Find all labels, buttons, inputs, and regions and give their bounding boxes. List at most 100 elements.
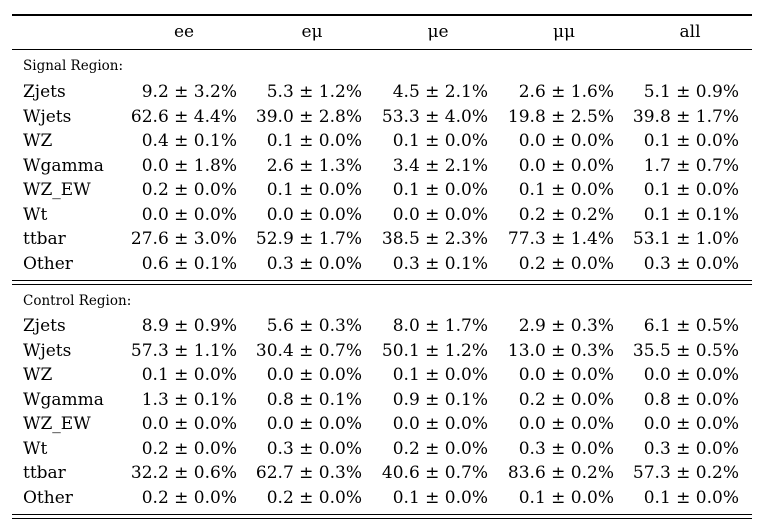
table-cell: 0.1 ± 0.0%: [518, 180, 614, 200]
header-rule: [12, 49, 752, 50]
row-label: WZ_EW: [23, 180, 91, 200]
table-cell: 57.3 ± 0.2%: [632, 463, 739, 483]
table-cell: 50.1 ± 1.2%: [381, 340, 488, 361]
row-label: WZ: [23, 365, 53, 385]
table-cell: 0.1 ± 0.0%: [141, 365, 237, 385]
table-cell: 0.2 ± 0.0%: [266, 487, 362, 508]
table-cell: 57.3 ± 1.1%: [130, 340, 237, 361]
table-cell: 0.3 ± 0.0%: [643, 438, 739, 459]
table-cell: 39.8 ± 1.7%: [632, 106, 739, 127]
table-cell: 5.3 ± 1.2%: [266, 82, 362, 102]
table-cell: 53.1 ± 1.0%: [632, 229, 739, 249]
table-cell: 8.9 ± 0.9%: [141, 316, 237, 336]
table-cell: 0.1 ± 0.0%: [643, 487, 739, 508]
table-cell: 0.1 ± 0.0%: [392, 365, 488, 385]
table-cell: 0.2 ± 0.0%: [392, 438, 488, 459]
row-label: ttbar: [23, 463, 66, 483]
table-cell: 5.6 ± 0.3%: [266, 316, 362, 336]
table-cell: 0.2 ± 0.2%: [518, 204, 614, 225]
row-label: Other: [23, 253, 73, 274]
section-title: Signal Region:: [23, 58, 124, 74]
table-cell: 62.7 ± 0.3%: [255, 463, 362, 483]
table-cell: 8.0 ± 1.7%: [392, 316, 488, 336]
top-rule: [12, 14, 752, 16]
section-title: Control Region:: [23, 293, 132, 309]
row-label: Wt: [23, 438, 48, 459]
table-cell: 83.6 ± 0.2%: [507, 463, 614, 483]
row-label: Zjets: [23, 316, 66, 336]
table-cell: 2.6 ± 1.6%: [518, 82, 614, 102]
table-cell: 0.0 ± 0.0%: [518, 155, 614, 176]
table-cell: 0.1 ± 0.0%: [392, 180, 488, 200]
table-cell: 38.5 ± 2.3%: [381, 229, 488, 249]
table-cell: 53.3 ± 4.0%: [381, 106, 488, 127]
table-cell: 0.2 ± 0.0%: [141, 438, 237, 459]
table-cell: 1.7 ± 0.7%: [643, 155, 739, 176]
table-cell: 27.6 ± 3.0%: [130, 229, 237, 249]
table-cell: 0.1 ± 0.0%: [643, 180, 739, 200]
table-cell: 6.1 ± 0.5%: [643, 316, 739, 336]
table-cell: 5.1 ± 0.9%: [643, 82, 739, 102]
table-cell: 9.2 ± 3.2%: [141, 82, 237, 102]
table-cell: 0.1 ± 0.1%: [643, 204, 739, 225]
table-cell: 0.1 ± 0.0%: [392, 131, 488, 151]
table-cell: 0.2 ± 0.0%: [518, 253, 614, 274]
table-cell: 39.0 ± 2.8%: [255, 106, 362, 127]
table-cell: 0.0 ± 0.0%: [518, 131, 614, 151]
table-cell: 0.8 ± 0.1%: [266, 389, 362, 410]
row-label: Wt: [23, 204, 48, 225]
table-cell: 0.3 ± 0.0%: [518, 438, 614, 459]
table-cell: 52.9 ± 1.7%: [255, 229, 362, 249]
table-cell: 62.6 ± 4.4%: [130, 106, 237, 127]
table-cell: 0.3 ± 0.1%: [392, 253, 488, 274]
row-label: Other: [23, 487, 73, 508]
table-cell: 35.5 ± 0.5%: [632, 340, 739, 361]
table-cell: 0.9 ± 0.1%: [392, 389, 488, 410]
mid-rule-1: [12, 280, 752, 281]
row-label: WZ_EW: [23, 414, 91, 434]
table-cell: 0.0 ± 0.0%: [518, 365, 614, 385]
table-cell: 0.0 ± 0.0%: [266, 204, 362, 225]
table-cell: 0.0 ± 0.0%: [518, 414, 614, 434]
table-cell: 0.2 ± 0.0%: [141, 180, 237, 200]
table-cell: 0.0 ± 0.0%: [392, 204, 488, 225]
row-label: Wgamma: [23, 389, 104, 410]
column-header-2: eμ: [301, 22, 323, 42]
table-cell: 0.1 ± 0.0%: [392, 487, 488, 508]
table-cell: 0.0 ± 0.0%: [643, 365, 739, 385]
bottom-rule-2: [12, 518, 752, 519]
table-cell: 77.3 ± 1.4%: [507, 229, 614, 249]
mid-rule-2: [12, 284, 752, 285]
table-cell: 0.1 ± 0.0%: [518, 487, 614, 508]
column-header-1: ee: [173, 22, 195, 42]
table-cell: 0.0 ± 0.0%: [141, 414, 237, 434]
table-cell: 4.5 ± 2.1%: [392, 82, 488, 102]
row-label: Wjets: [23, 340, 72, 361]
column-header-3: μe: [427, 22, 449, 42]
table-cell: 3.4 ± 2.1%: [392, 155, 488, 176]
column-header-5: all: [679, 22, 701, 42]
table-cell: 2.9 ± 0.3%: [518, 316, 614, 336]
table-cell: 30.4 ± 0.7%: [255, 340, 362, 361]
bottom-rule-1: [12, 514, 752, 515]
table-cell: 0.2 ± 0.0%: [518, 389, 614, 410]
column-header-4: μμ: [552, 22, 576, 42]
row-label: Wgamma: [23, 155, 104, 176]
table-cell: 0.0 ± 0.0%: [141, 204, 237, 225]
row-label: ttbar: [23, 229, 66, 249]
table-cell: 0.4 ± 0.1%: [141, 131, 237, 151]
table-cell: 0.0 ± 0.0%: [266, 414, 362, 434]
table-cell: 0.0 ± 0.0%: [643, 414, 739, 434]
table-cell: 13.0 ± 0.3%: [507, 340, 614, 361]
table-cell: 19.8 ± 2.5%: [507, 106, 614, 127]
table-cell: 32.2 ± 0.6%: [130, 463, 237, 483]
table-cell: 0.3 ± 0.0%: [643, 253, 739, 274]
table-cell: 0.6 ± 0.1%: [141, 253, 237, 274]
table-cell: 0.1 ± 0.0%: [643, 131, 739, 151]
table-cell: 0.0 ± 0.0%: [266, 365, 362, 385]
table-cell: 0.1 ± 0.0%: [266, 180, 362, 200]
table-cell: 1.3 ± 0.1%: [141, 389, 237, 410]
table-cell: 0.0 ± 0.0%: [392, 414, 488, 434]
row-label: Wjets: [23, 106, 72, 127]
